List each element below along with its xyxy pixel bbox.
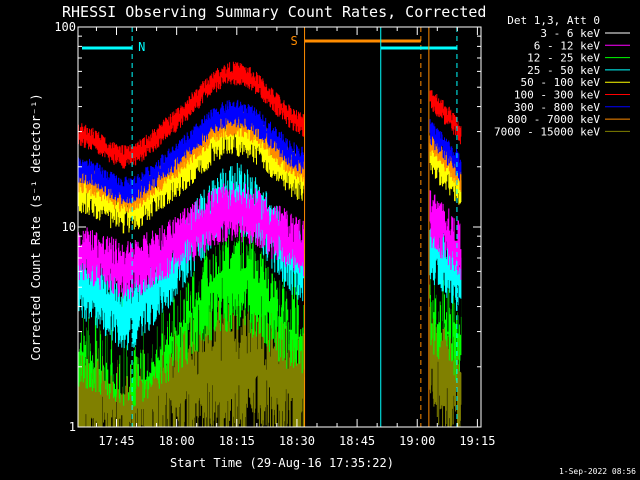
- chart-title: RHESSI Observing Summary Count Rates, Co…: [62, 3, 486, 21]
- legend-label: 6 - 12 keV: [534, 39, 601, 52]
- saa-label: S: [291, 34, 298, 48]
- x-tick-label: 17:45: [98, 434, 134, 448]
- legend-header: Det 1,3, Att 0: [507, 14, 600, 27]
- legend-label: 300 - 800 keV: [514, 101, 600, 114]
- x-tick-label: 19:00: [399, 434, 435, 448]
- series-6-12-kev-segment: [429, 190, 462, 280]
- legend-label: 100 - 300 keV: [514, 89, 600, 102]
- legend-label: 25 - 50 keV: [527, 64, 600, 77]
- series-300-800-kev-segment: [429, 119, 462, 181]
- y-tick-label: 10: [62, 220, 76, 234]
- night-label: N: [138, 40, 145, 54]
- legend-label: 3 - 6 keV: [540, 27, 600, 40]
- legend-label: 12 - 25 keV: [527, 52, 600, 65]
- axis-ticks: 17:45 18:00 18:15 18:30 18:45 19:00 19:15 1 10 10…: [54, 20, 495, 448]
- footer-timestamp: 1-Sep-2022 08:56: [559, 467, 636, 476]
- x-tick-label: 18:15: [219, 434, 255, 448]
- legend-label: 7000 - 15000 keV: [494, 125, 600, 138]
- series-100-300-kev-segment: [429, 90, 462, 145]
- y-tick-label: 1: [69, 420, 76, 434]
- legend-label: 50 - 100 keV: [521, 76, 601, 89]
- x-tick-label: 18:30: [279, 434, 315, 448]
- x-tick-label: 18:45: [339, 434, 375, 448]
- x-tick-label: 19:15: [459, 434, 495, 448]
- x-axis-label: Start Time (29-Aug-16 17:35:22): [170, 456, 394, 470]
- y-axis-label: Corrected Count Rate (s⁻¹ detector⁻¹): [29, 93, 43, 360]
- legend-label: 800 - 7000 keV: [507, 113, 600, 126]
- y-tick-label: 100: [54, 20, 76, 34]
- x-tick-label: 18:00: [159, 434, 195, 448]
